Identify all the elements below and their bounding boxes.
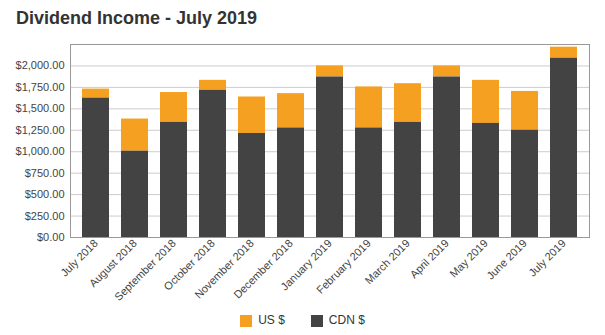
svg-text:$500.00: $500.00 (25, 188, 65, 200)
svg-text:September 2018: September 2018 (112, 237, 178, 303)
html-text:US $: US $ (258, 313, 285, 327)
svg-text:December 2018: December 2018 (231, 236, 295, 301)
svg-text:July 2018: July 2018 (58, 236, 100, 279)
svg-text:January 2019: January 2019 (278, 236, 334, 293)
svg-text:October 2018: October 2018 (161, 236, 217, 293)
svg-text:$0.00: $0.00 (37, 231, 65, 243)
svg-text:$1,500.00: $1,500.00 (16, 102, 65, 114)
svg-text:$1,000.00: $1,000.00 (16, 145, 65, 157)
svg-text:$1,750.00: $1,750.00 (16, 81, 65, 93)
svg-text:March 2019: March 2019 (362, 237, 412, 287)
svg-text:April 2019: April 2019 (407, 237, 451, 281)
svg-text:$2,000.00: $2,000.00 (16, 59, 65, 71)
svg-text:July 2019: July 2019 (526, 237, 568, 279)
html-text:CDN $: CDN $ (328, 313, 365, 327)
svg-text:February 2019: February 2019 (314, 237, 373, 296)
svg-text:November 2018: November 2018 (192, 236, 256, 301)
svg-text:$1,250.00: $1,250.00 (16, 124, 65, 136)
svg-text:June 2019: June 2019 (484, 237, 529, 282)
svg-text:August 2018: August 2018 (86, 236, 139, 290)
html-text:Dividend Income - July 2019: Dividend Income - July 2019 (16, 8, 258, 28)
svg-text:$750.00: $750.00 (25, 167, 65, 179)
svg-text:May 2019: May 2019 (447, 236, 490, 280)
svg-text:$250.00: $250.00 (25, 210, 65, 222)
